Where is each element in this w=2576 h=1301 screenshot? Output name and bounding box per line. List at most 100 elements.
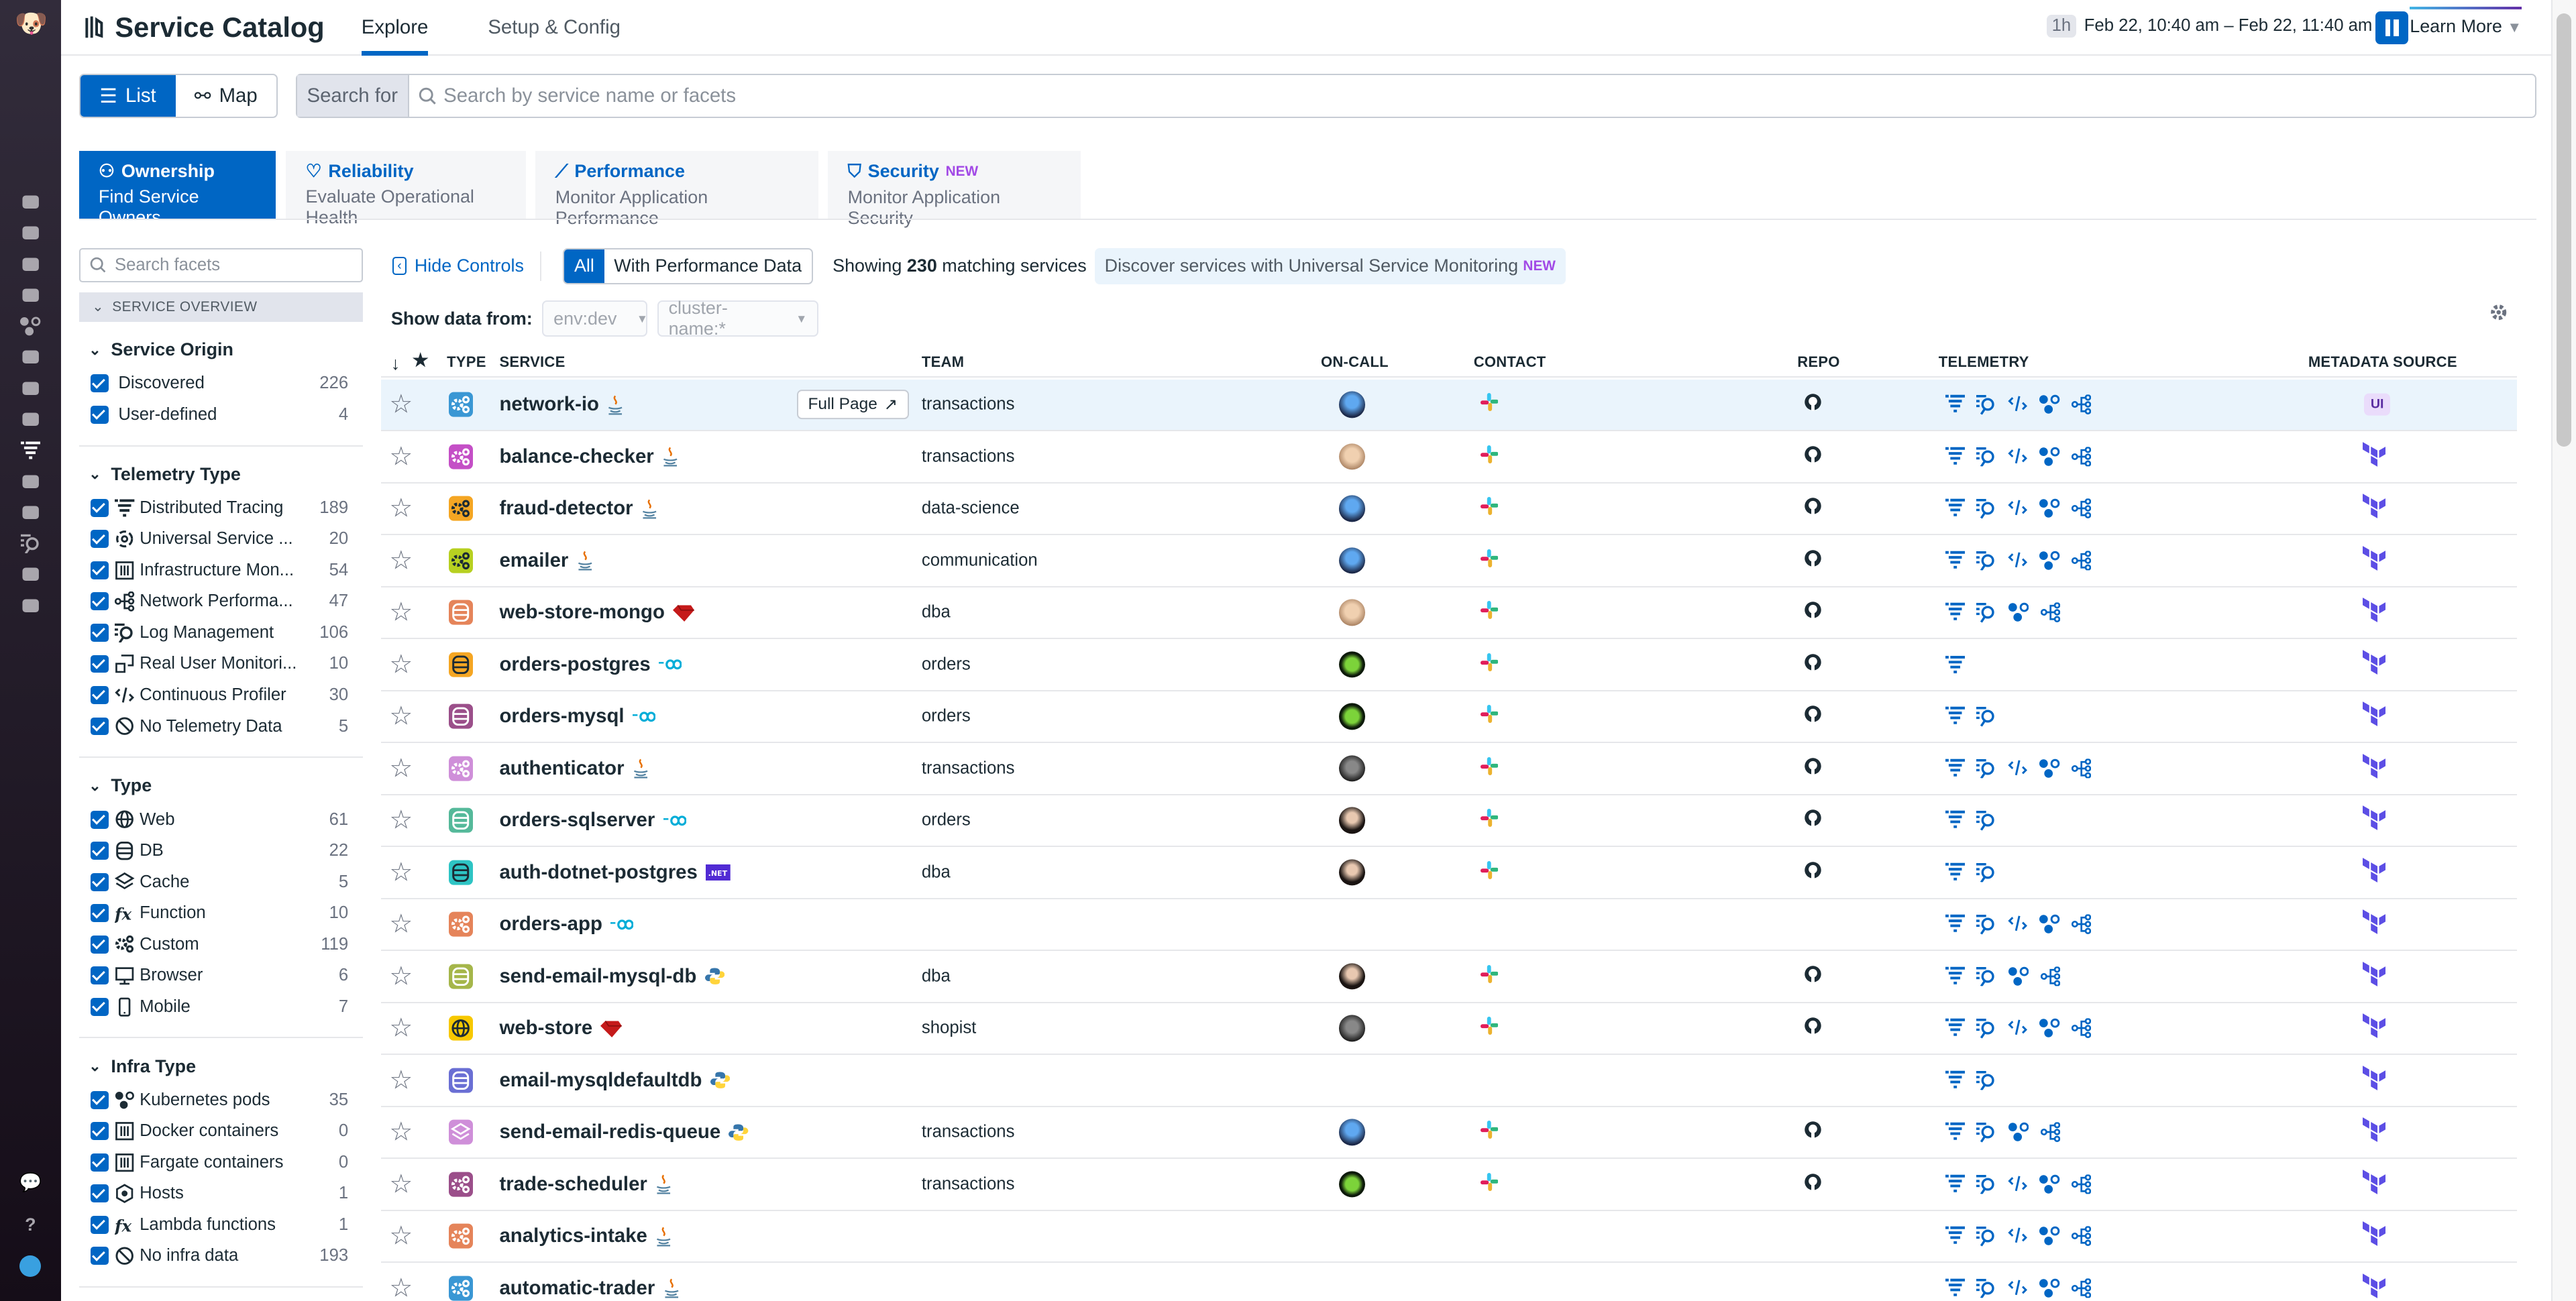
infra-icon[interactable] <box>2008 1123 2029 1142</box>
slack-icon[interactable] <box>1480 757 1499 780</box>
table-row[interactable]: ☆ emailer communication <box>381 535 2517 587</box>
facet-item[interactable]: Fargate containers 0 <box>79 1147 364 1178</box>
checkbox[interactable] <box>90 1153 109 1172</box>
tracing-icon[interactable] <box>1945 655 1965 674</box>
github-icon[interactable] <box>1804 705 1822 728</box>
github-icon[interactable] <box>1804 602 1822 624</box>
nav-network-globe-icon[interactable] <box>18 596 43 615</box>
tracing-icon[interactable] <box>1945 811 1965 830</box>
tracing-icon[interactable] <box>1945 1019 1965 1038</box>
category-tab-reliability[interactable]: ♡ Reliability Evaluate Operational Health <box>286 151 526 227</box>
tracing-icon[interactable] <box>1945 499 1965 518</box>
facet-item[interactable]: Cache 5 <box>79 866 364 898</box>
star-icon[interactable]: ☆ <box>389 1221 413 1251</box>
checkbox[interactable] <box>90 810 109 829</box>
service-name[interactable]: emailer <box>499 549 593 572</box>
slack-icon[interactable] <box>1480 445 1499 468</box>
table-row[interactable]: ☆ web-store-mongo dba <box>381 587 2517 640</box>
column-service[interactable]: SERVICE <box>499 353 566 370</box>
infra-icon[interactable] <box>2008 966 2029 986</box>
logs-icon[interactable] <box>1976 1019 1996 1039</box>
checkbox[interactable] <box>90 997 109 1016</box>
network-icon[interactable] <box>2072 394 2092 415</box>
checkbox[interactable] <box>90 935 109 954</box>
slack-icon[interactable] <box>1480 549 1499 572</box>
star-icon[interactable]: ☆ <box>389 1066 413 1095</box>
tracing-icon[interactable] <box>1945 758 1965 778</box>
github-icon[interactable] <box>1804 965 1822 988</box>
checkbox[interactable] <box>90 1122 109 1141</box>
logs-icon[interactable] <box>1976 551 1996 571</box>
facet-item[interactable]: Network Performa... 47 <box>79 586 364 618</box>
slack-icon[interactable] <box>1480 601 1499 624</box>
github-icon[interactable] <box>1804 1173 1822 1196</box>
pause-button[interactable] <box>2375 11 2409 45</box>
nav-link-icon[interactable] <box>18 471 43 491</box>
category-tab-performance[interactable]: ⟋ Performance Monitor Application Perform… <box>535 151 818 228</box>
github-icon[interactable] <box>1804 1121 1822 1144</box>
facet-item[interactable]: Hosts 1 <box>79 1178 364 1210</box>
slack-icon[interactable] <box>1480 1173 1499 1196</box>
checkbox[interactable] <box>90 872 109 891</box>
checkbox[interactable] <box>90 592 109 611</box>
facet-item[interactable]: Custom 119 <box>79 929 364 960</box>
facet-item[interactable]: Infrastructure Mon... 54 <box>79 555 364 586</box>
logs-icon[interactable] <box>1976 758 1996 779</box>
table-row[interactable]: ☆ send-email-mysql-db dba <box>381 951 2517 1003</box>
team-name[interactable]: orders <box>921 655 971 674</box>
tracing-icon[interactable] <box>1945 707 1965 726</box>
logs-icon[interactable] <box>1976 915 1996 935</box>
facet-item[interactable]: Docker containers 0 <box>79 1116 364 1147</box>
oncall-avatar[interactable] <box>1338 807 1366 834</box>
tracing-icon[interactable] <box>1945 551 1965 570</box>
nav-user-avatar[interactable] <box>18 1255 43 1278</box>
logs-icon[interactable] <box>1976 499 1996 519</box>
oncall-avatar[interactable] <box>1338 547 1366 574</box>
star-icon[interactable]: ☆ <box>389 805 413 835</box>
network-icon[interactable] <box>2072 447 2092 467</box>
service-name[interactable]: orders-mysql <box>499 705 656 728</box>
gear-icon[interactable] <box>2489 302 2508 327</box>
checkbox[interactable] <box>90 1184 109 1203</box>
service-overview-section[interactable]: ⌄ SERVICE OVERVIEW <box>78 292 364 322</box>
infra-icon[interactable] <box>2039 1174 2060 1194</box>
service-name[interactable]: send-email-mysql-db <box>499 965 724 988</box>
sort-arrow-icon[interactable]: ↓ <box>390 353 400 374</box>
table-row[interactable]: ☆ web-store shopist <box>381 1003 2517 1056</box>
checkbox[interactable] <box>90 530 109 549</box>
table-row[interactable]: ☆ orders-mysql orders <box>381 691 2517 744</box>
team-name[interactable]: shopist <box>921 1018 977 1037</box>
facet-group-header[interactable]: ⌄ Telemetry Type <box>79 461 364 488</box>
checkbox[interactable] <box>90 1090 109 1109</box>
oncall-avatar[interactable] <box>1338 1119 1366 1146</box>
facet-group-header[interactable]: ⌄ Infra Type <box>79 1054 364 1080</box>
github-icon[interactable] <box>1804 653 1822 676</box>
facet-group-header[interactable]: ⌄ Type <box>79 773 364 799</box>
github-icon[interactable] <box>1804 809 1822 832</box>
oncall-avatar[interactable] <box>1338 495 1366 522</box>
nav-chat-icon[interactable]: 💬 <box>19 1172 42 1193</box>
profiler-icon[interactable] <box>2007 447 2027 466</box>
column-metadata-source[interactable]: METADATA SOURCE <box>2308 353 2457 370</box>
service-name[interactable]: orders-postgres <box>499 653 682 676</box>
logs-icon[interactable] <box>1976 862 1996 883</box>
facet-group-header[interactable]: ⌄ Service Origin <box>79 337 364 363</box>
tracing-icon[interactable] <box>1945 1278 1965 1298</box>
checkbox[interactable] <box>90 966 109 985</box>
facet-item[interactable]: fx Function 10 <box>79 897 364 929</box>
facet-item[interactable]: Discovered 226 <box>79 368 364 400</box>
nav-logs-icon[interactable] <box>18 534 43 554</box>
service-name[interactable]: trade-scheduler <box>499 1173 672 1196</box>
team-name[interactable]: transactions <box>921 1122 1015 1141</box>
profiler-icon[interactable] <box>2007 1174 2027 1194</box>
star-icon[interactable]: ☆ <box>389 442 413 471</box>
facet-item[interactable]: Web 61 <box>79 804 364 836</box>
filter-with-performance-button[interactable]: With Performance Data <box>614 256 802 276</box>
profiler-icon[interactable] <box>2007 1019 2027 1038</box>
table-row[interactable]: ☆ authenticator transactions <box>381 743 2517 795</box>
datadog-logo-icon[interactable]: 🐶 <box>15 9 48 39</box>
network-icon[interactable] <box>2040 602 2060 623</box>
tracing-icon[interactable] <box>1945 1227 1965 1246</box>
slack-icon[interactable] <box>1480 1121 1499 1144</box>
facet-item[interactable]: No infra data 193 <box>79 1241 364 1272</box>
